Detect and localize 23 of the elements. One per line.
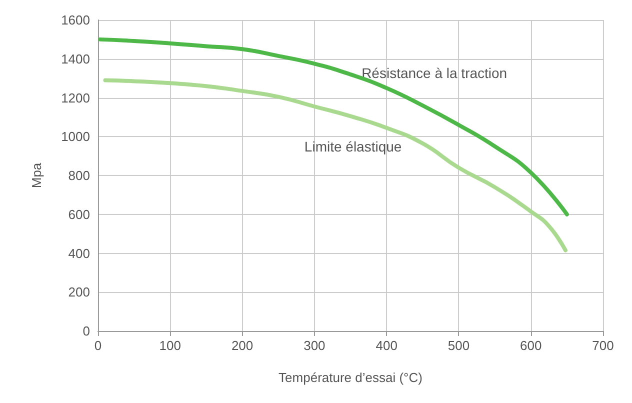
line-series [103,78,568,252]
x-tick-label: 0 [94,338,102,353]
y-tick-label: 1200 [61,90,90,106]
line-series [98,37,569,216]
x-axis-title: Température d’essai (°C) [278,370,422,385]
y-tick-label: 1400 [61,51,90,66]
y-tick-label: 800 [68,168,90,183]
x-tick-label: 400 [376,338,398,353]
y-axis-title: Mpa [29,162,44,188]
y-tick-label: 1000 [61,129,90,144]
x-tick-label: 300 [304,338,326,353]
y-tick-label: 200 [68,284,90,300]
y-tick-label: 0 [82,324,90,338]
x-tick-label: 100 [159,338,181,353]
x-tick-label: 200 [231,338,254,353]
x-tick-label: 600 [520,338,542,353]
series-label: Résistance à la traction [362,65,508,82]
x-tick-label: 700 [592,338,614,353]
x-tick-label: 500 [448,338,470,353]
y-tick-label: 1600 [61,12,90,28]
y-tick-label: 400 [68,246,90,261]
y-tick-label: 600 [68,206,90,222]
series-label: Limite élastique [304,138,402,154]
